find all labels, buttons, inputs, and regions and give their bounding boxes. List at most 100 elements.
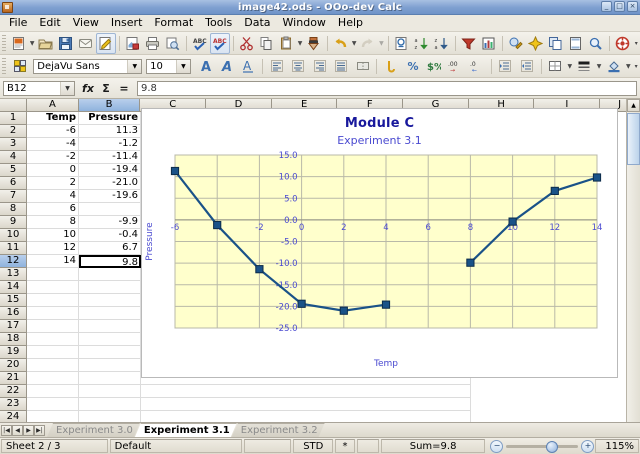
- nav-prev-icon[interactable]: ◀: [12, 424, 23, 436]
- cell-empty[interactable]: [79, 281, 141, 294]
- borders-icon[interactable]: [545, 56, 566, 77]
- toolbar-grip[interactable]: [2, 35, 6, 51]
- print-preview-icon[interactable]: [163, 33, 183, 54]
- close-icon[interactable]: ×: [627, 1, 638, 12]
- decrease-indent-icon[interactable]: [495, 56, 516, 77]
- hyperlink-icon[interactable]: [392, 33, 412, 54]
- row-header[interactable]: 6: [0, 177, 27, 190]
- maximize-icon[interactable]: □: [614, 1, 625, 12]
- help-icon[interactable]: [613, 33, 633, 54]
- minimize-icon[interactable]: _: [601, 1, 612, 12]
- currency-icon[interactable]: [380, 56, 401, 77]
- row-header[interactable]: 22: [0, 385, 27, 398]
- cell-empty[interactable]: [79, 268, 141, 281]
- cell-b9[interactable]: -9.9: [79, 216, 141, 229]
- cell-a10[interactable]: 10: [27, 229, 79, 242]
- autospellcheck-icon[interactable]: ABC: [209, 32, 230, 54]
- cell-b12-selected[interactable]: 9.8: [79, 255, 141, 268]
- select-all-corner[interactable]: [0, 99, 27, 112]
- row-header[interactable]: 13: [0, 268, 27, 281]
- sheet-tab-experiment-3-0[interactable]: Experiment 3.0: [47, 423, 140, 437]
- row-header[interactable]: 15: [0, 294, 27, 307]
- cell-a4[interactable]: -2: [27, 151, 79, 164]
- font-size-dropdown-icon[interactable]: ▼: [175, 59, 190, 73]
- cell-a9[interactable]: 8: [27, 216, 79, 229]
- row-header[interactable]: 23: [0, 398, 27, 411]
- nav-next-icon[interactable]: ▶: [23, 424, 34, 436]
- status-page-style[interactable]: Default: [109, 439, 242, 453]
- cell-empty[interactable]: [27, 268, 79, 281]
- row-header[interactable]: 7: [0, 190, 27, 203]
- cell-empty[interactable]: [27, 333, 79, 346]
- embedded-chart[interactable]: Module C Experiment 3.1 15.0 10.0 5.0 0.0 -5…: [141, 108, 618, 378]
- sort-descending-icon[interactable]: z a: [432, 33, 452, 54]
- cell-a2[interactable]: -6: [27, 125, 79, 138]
- cell-b3[interactable]: -1.2: [79, 138, 141, 151]
- background-color-icon[interactable]: [603, 56, 624, 77]
- cell-rest[interactable]: [141, 385, 471, 398]
- underline-icon[interactable]: A: [238, 56, 259, 77]
- zoom-in-icon[interactable]: +: [581, 439, 595, 453]
- cell-b5[interactable]: -19.4: [79, 164, 141, 177]
- headers-footers-icon[interactable]: [566, 33, 586, 54]
- merge-cells-icon[interactable]: [352, 56, 373, 77]
- formatting-toolbar-overflow[interactable]: ▾: [634, 62, 638, 70]
- menu-edit[interactable]: Edit: [39, 16, 61, 29]
- cell-empty[interactable]: [79, 372, 141, 385]
- cell-a5[interactable]: 0: [27, 164, 79, 177]
- align-right-icon[interactable]: [309, 56, 330, 77]
- align-left-icon[interactable]: [266, 56, 287, 77]
- row-header[interactable]: 5: [0, 164, 27, 177]
- sum-icon[interactable]: Σ: [102, 81, 110, 95]
- menu-tools[interactable]: Tools: [205, 16, 233, 29]
- formula-input-line[interactable]: 9.8: [137, 80, 637, 96]
- spelling-icon[interactable]: ABC: [190, 33, 210, 54]
- column-header-a[interactable]: A: [27, 99, 79, 112]
- name-box[interactable]: B12 ▼: [3, 80, 75, 96]
- cell-empty[interactable]: [79, 359, 141, 372]
- cell-rest[interactable]: [141, 372, 471, 385]
- row-header[interactable]: 10: [0, 229, 27, 242]
- menu-view[interactable]: View: [72, 16, 99, 29]
- cell-empty[interactable]: [27, 281, 79, 294]
- row-header[interactable]: 8: [0, 203, 27, 216]
- toolbar-grip[interactable]: [2, 58, 6, 74]
- cell-empty[interactable]: [27, 346, 79, 359]
- nav-last-icon[interactable]: ▶|: [34, 424, 45, 436]
- font-name-combobox[interactable]: DejaVu Sans ▼: [33, 58, 143, 74]
- name-box-dropdown-icon[interactable]: ▼: [60, 81, 74, 95]
- cell-empty[interactable]: [27, 372, 79, 385]
- cell-a6[interactable]: 2: [27, 177, 79, 190]
- cell-empty[interactable]: [79, 385, 141, 398]
- email-icon[interactable]: [76, 33, 96, 54]
- number-format-icon[interactable]: $%: [423, 56, 444, 77]
- special-character-icon[interactable]: [546, 33, 566, 54]
- row-header[interactable]: 9: [0, 216, 27, 229]
- cell-empty[interactable]: [27, 411, 79, 422]
- paste-icon[interactable]: [277, 33, 297, 54]
- cell-b11[interactable]: 6.7: [79, 242, 141, 255]
- redo-icon[interactable]: [358, 33, 378, 54]
- cell-b4[interactable]: -11.4: [79, 151, 141, 164]
- cell-b1[interactable]: Pressure: [79, 112, 141, 125]
- bold-icon[interactable]: A: [195, 56, 216, 77]
- cell-a11[interactable]: 12: [27, 242, 79, 255]
- insert-image-icon[interactable]: [526, 33, 546, 54]
- row-header[interactable]: 17: [0, 320, 27, 333]
- menu-format[interactable]: Format: [154, 16, 194, 29]
- menu-insert[interactable]: Insert: [110, 16, 143, 29]
- open-icon[interactable]: [36, 33, 56, 54]
- row-header[interactable]: 16: [0, 307, 27, 320]
- export-pdf-icon[interactable]: [123, 33, 143, 54]
- menu-data[interactable]: Data: [244, 16, 271, 29]
- border-style-icon[interactable]: [574, 56, 595, 77]
- copy-icon[interactable]: [257, 33, 277, 54]
- column-header-b[interactable]: B: [78, 99, 141, 112]
- cell-empty[interactable]: [27, 307, 79, 320]
- italic-icon[interactable]: A: [216, 56, 237, 77]
- font-size-combobox[interactable]: 10 ▼: [146, 58, 191, 74]
- cell-empty[interactable]: [79, 294, 141, 307]
- row-header[interactable]: 2: [0, 125, 27, 138]
- redo-dropdown[interactable]: ▼: [379, 39, 384, 47]
- cell-a12[interactable]: 14: [27, 255, 79, 268]
